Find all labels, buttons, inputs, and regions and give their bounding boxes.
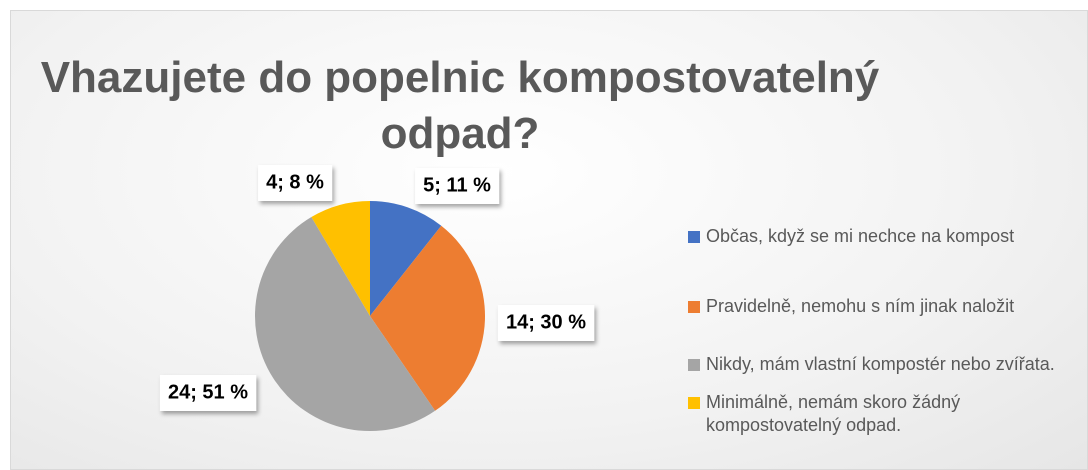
legend-item: Minimálně, nemám skoro žádný kompostovat… [688, 391, 1068, 437]
legend-swatch [688, 301, 700, 313]
data-label: 5; 11 % [423, 174, 491, 196]
legend-label: Občas, když se mi nechce na kompost [706, 226, 1015, 246]
data-label-box: 4; 8 % [258, 165, 333, 201]
label-background [258, 165, 333, 201]
pie-slice [311, 201, 370, 316]
chart-title: Vhazujete do popelnic kompostovatelný odp… [41, 53, 880, 158]
data-label: 4; 8 % [266, 171, 324, 193]
legend: Občas, když se mi nechce na kompost Pravi… [688, 225, 1068, 437]
legend-swatch [688, 231, 700, 243]
legend-swatch [688, 359, 700, 371]
legend-label: Pravidelně, nemohu s ním jinak naložit [706, 296, 1015, 316]
pie-slice [370, 201, 442, 316]
label-background [497, 305, 595, 341]
data-label: 24; 51 % [168, 381, 248, 403]
data-label-box: 5; 11 % [415, 168, 500, 204]
pie-slice [370, 225, 486, 411]
label-background [159, 375, 257, 411]
legend-label: Minimálně, nemám skoro žádný kompostovat… [706, 392, 961, 435]
data-label-box: 14; 30 % [497, 305, 595, 341]
data-label-box: 24; 51 % [159, 375, 257, 411]
legend-swatch [688, 397, 700, 409]
legend-label: Nikdy, mám vlastní kompostér nebo zvířat… [706, 354, 1055, 374]
label-background [415, 168, 500, 204]
data-label: 14; 30 % [506, 311, 586, 333]
legend-item: Občas, když se mi nechce na kompost [688, 225, 1068, 248]
pie-slice [255, 217, 436, 431]
legend-item: Pravidelně, nemohu s ním jinak naložit [688, 295, 1068, 318]
legend-item: Nikdy, mám vlastní kompostér nebo zvířat… [688, 353, 1068, 376]
